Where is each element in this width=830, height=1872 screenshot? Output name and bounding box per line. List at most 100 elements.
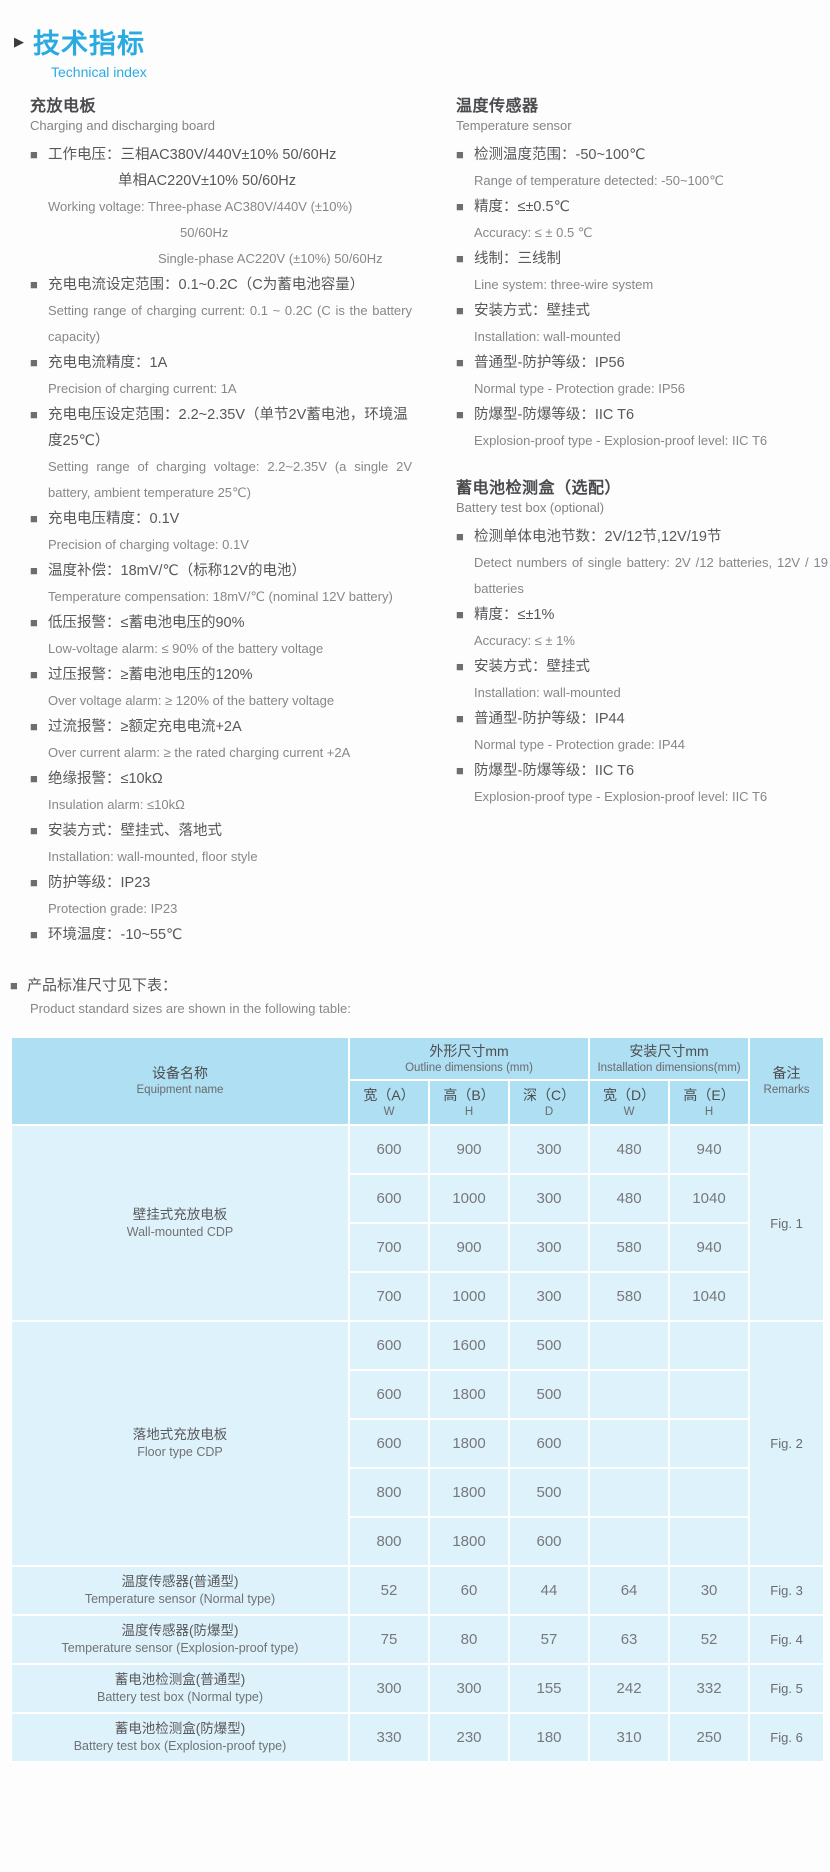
spec-line-zh: ■ 精度：≤±1% [456, 602, 828, 628]
dimension-cell: 600 [507, 1516, 591, 1567]
header-installation-en: Installation dimensions(mm) [597, 1061, 741, 1074]
equipment-name-en: Temperature sensor (Normal type) [84, 1592, 276, 1606]
dimension-cell: 230 [428, 1712, 510, 1763]
size-table: 设备名称 Equipment name 外形尺寸mm Outline dimensio… [10, 1036, 826, 1763]
spec-line-en: Installation: wall-mounted, floor style [30, 844, 412, 870]
dimension-cell: 500 [507, 1467, 591, 1518]
spec-line-en: 50/60Hz [30, 220, 412, 246]
section-heading-en: Charging and discharging board [30, 118, 216, 133]
dimension-cell: 580 [588, 1222, 671, 1273]
dimension-cell: 900 [428, 1124, 510, 1175]
equipment-name-zh: 落地式充放电板 [132, 1427, 228, 1442]
spec-line-zh: ■ 检测温度范围：-50~100℃ [456, 142, 828, 168]
header-remarks-zh: 备注 [772, 1065, 801, 1081]
bullet-square-icon: ■ [30, 823, 38, 838]
equipment-name-cell: 蓄电池检测盒(普通型) Battery test box (Normal type… [10, 1663, 350, 1714]
spec-line-en: Working voltage: Three-phase AC380V/440V… [30, 194, 412, 220]
section-heading-en: Temperature sensor [456, 118, 572, 133]
spec-line-zh: ■ 防爆型-防爆等级：IIC T6 [456, 402, 828, 428]
spec-line-text: 温度补偿：18mV/℃（标称12V的电池） [48, 563, 306, 579]
page-title-en: Technical index [51, 64, 147, 80]
bullet-square-icon: ■ [10, 978, 18, 993]
table-row: 蓄电池检测盒(普通型) Battery test box (Normal type… [10, 1663, 826, 1714]
header-dimension-zh: 高（B） [443, 1086, 495, 1103]
spec-line-text: 普通型-防护等级：IP44 [474, 711, 625, 727]
spec-line-zh: ■ 绝缘报警：≤10kΩ [30, 766, 412, 792]
dimension-cell: 180 [507, 1712, 591, 1763]
remark-cell: Fig. 5 [748, 1663, 826, 1714]
spec-line-text: 过流报警：≥额定充电电流+2A [48, 719, 242, 735]
spec-line-en: Low-voltage alarm: ≤ 90% of the battery … [30, 636, 412, 662]
spec-line-en: Protection grade: IP23 [30, 896, 412, 922]
header-equipment-en: Equipment name [136, 1084, 224, 1096]
spec-line-en: Installation: wall-mounted [456, 324, 828, 350]
bullet-square-icon: ■ [456, 355, 464, 370]
spec-line-en: Installation: wall-mounted [456, 680, 828, 706]
dimension-cell: 242 [588, 1663, 671, 1714]
dimension-cell: 580 [588, 1271, 671, 1322]
spec-line-text: 检测单体电池节数：2V/12节,12V/19节 [474, 529, 722, 545]
equipment-name-cell: 温度传感器(防爆型) Temperature sensor (Explosion-… [10, 1614, 350, 1665]
spec-line-text: 充电电流精度：1A [48, 355, 168, 371]
spec-line-text: Setting range of charging voltage: 2.2~2… [48, 459, 412, 500]
dimension-cell: 1800 [428, 1418, 510, 1469]
spec-line-zh: ■ 充电电流设定范围：0.1~0.2C（C为蓄电池容量） [30, 272, 412, 298]
equipment-name-cell: 落地式充放电板 Floor type CDP [10, 1320, 350, 1567]
spec-line-zh: ■ 充电电压精度：0.1V [30, 506, 412, 532]
dimension-cell [588, 1467, 671, 1518]
equipment-name-zh: 蓄电池检测盒(防爆型) [114, 1721, 246, 1736]
equipment-name-zh: 温度传感器(普通型) [121, 1574, 239, 1589]
spec-line-text: 50/60Hz [180, 225, 229, 240]
spec-line-text: Over voltage alarm: ≥ 120% of the batter… [48, 693, 335, 708]
dimension-cell: 64 [588, 1565, 671, 1616]
spec-section: 充放电板 Charging and discharging board ■ 工作电压：… [30, 96, 412, 948]
bullet-square-icon: ■ [456, 711, 464, 726]
spec-line-en: Insulation alarm: ≤10kΩ [30, 792, 412, 818]
bullet-square-icon: ■ [30, 277, 38, 292]
spec-line-en: Line system: three-wire system [456, 272, 828, 298]
dimension-cell: 60 [428, 1565, 510, 1616]
section-marker-triangle-icon: ▶ [14, 34, 24, 49]
bullet-square-icon: ■ [456, 407, 464, 422]
spec-line-text: Over current alarm: ≥ the rated charging… [48, 745, 351, 760]
bullet-square-icon: ■ [30, 875, 38, 890]
dimension-cell [668, 1369, 751, 1420]
section-heading-zh: 蓄电池检测盒（选配） [456, 480, 622, 497]
spec-line-zh: ■ 普通型-防护等级：IP44 [456, 706, 828, 732]
spec-line-en: Normal type - Protection grade: IP56 [456, 376, 828, 402]
bullet-square-icon: ■ [456, 763, 464, 778]
bullet-square-icon: ■ [456, 529, 464, 544]
spec-line-zh: ■ 安装方式：壁挂式 [456, 654, 828, 680]
spec-column-left: 充放电板 Charging and discharging board ■ 工作电压：… [30, 96, 412, 948]
table-row: 600 1800 500 [11, 1369, 824, 1420]
dimension-cell [668, 1467, 751, 1518]
spec-line-text: Installation: wall-mounted, floor style [48, 849, 258, 864]
equipment-name-en: Temperature sensor (Explosion-proof type… [61, 1641, 299, 1655]
spec-line-en: Explosion-proof type - Explosion-proof l… [456, 784, 828, 810]
dimension-cell: 44 [507, 1565, 591, 1616]
section-heading-en: Battery test box (optional) [456, 500, 605, 515]
header-dimension-en: H [704, 1105, 714, 1118]
spec-line-text: Detect numbers of single battery: 2V /12… [474, 555, 828, 596]
equipment-name-en: Battery test box (Normal type) [96, 1690, 264, 1704]
spec-line-text: Single-phase AC220V (±10%) 50/60Hz [158, 251, 383, 266]
remark-cell: Fig. 3 [748, 1565, 826, 1616]
spec-line-zh: ■ 精度：≤±0.5℃ [456, 194, 828, 220]
spec-line-text: 低压报警：≤蓄电池电压的90% [48, 615, 245, 631]
table-row: 壁挂式充放电板 Wall-mounted CDP 600 900 300 480 940 Fi… [10, 1124, 826, 1322]
spec-line-text: Normal type - Protection grade: IP44 [474, 737, 685, 752]
spec-line-text: 过压报警：≥蓄电池电压的120% [48, 667, 253, 683]
dimension-cell [588, 1418, 671, 1469]
table-row: 温度传感器(防爆型) Temperature sensor (Explosion-… [10, 1614, 826, 1665]
dimension-cell [668, 1320, 751, 1371]
bullet-square-icon: ■ [30, 667, 38, 682]
spec-line-en: Over current alarm: ≥ the rated charging… [30, 740, 412, 766]
spec-line-en: Temperature compensation: 18mV/℃ (nomina… [30, 584, 412, 610]
dimension-cell: 940 [668, 1222, 751, 1273]
dimension-cell: 700 [348, 1222, 430, 1273]
spec-line-en: Accuracy: ≤ ± 1% [456, 628, 828, 654]
spec-line-text: 绝缘报警：≤10kΩ [48, 771, 163, 787]
table-note: ■ 产品标准尺寸见下表： Product standard sizes are s… [10, 974, 830, 1020]
spec-line-text: Installation: wall-mounted [474, 329, 621, 344]
header-dimension-en: W [383, 1105, 395, 1118]
